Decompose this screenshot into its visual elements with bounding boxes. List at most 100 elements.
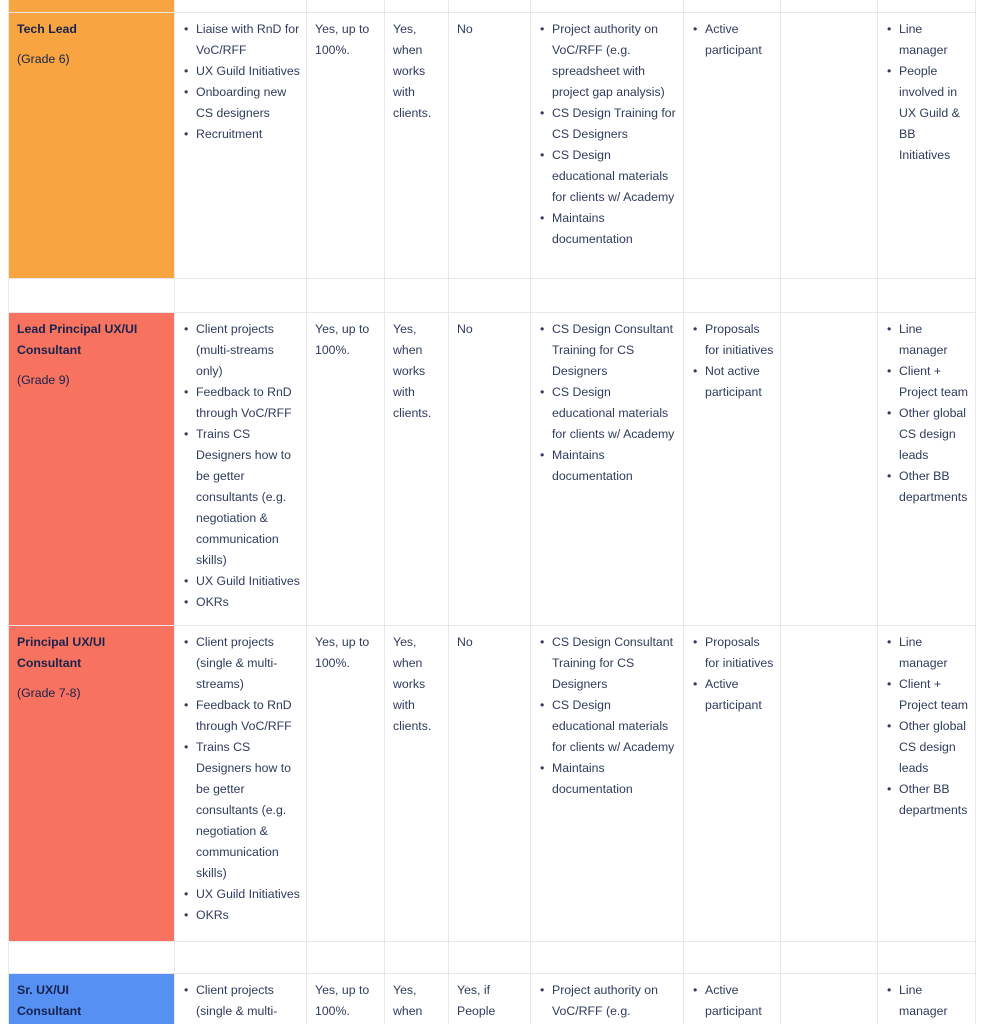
bullet-list: Active participant [692, 980, 774, 1022]
people-manager-cell: No [448, 312, 531, 626]
cell-text: Yes, when works with clients. [393, 22, 432, 120]
spacer-cell [780, 278, 878, 313]
cell-text: Yes, when works with clients. [393, 322, 432, 420]
bullet-item: Client projects (single & multi-streams) [183, 632, 300, 695]
bullet-item: Other BB departments [886, 779, 969, 821]
bullet-item: Onboarding new CS designers [183, 82, 300, 124]
responsibilities-cell: Client projects (multi-streams only)Feed… [174, 312, 307, 626]
bullet-item: Other global CS design leads [886, 716, 969, 779]
bullet-item: Feedback to RnD through VoC/RFF [183, 382, 300, 424]
bullet-list: Client projects (multi-streams only)Feed… [183, 319, 300, 613]
bullet-list: Proposals for initiativesNot active part… [692, 319, 774, 403]
cell-text: Yes, up to 100%. [315, 635, 370, 670]
spacer-cell [530, 278, 684, 313]
bullet-item: Maintains documentation [539, 758, 677, 800]
cell-text: Yes, if People Manager. [457, 983, 496, 1018]
bullet-item: CS Design educational materials for clie… [539, 382, 677, 445]
table-row-lead-principal: Lead Principal UX/UI Consultant (Grade 9… [8, 312, 976, 626]
participation-cell: Active participant [683, 973, 781, 1024]
spacer-cell [448, 278, 531, 313]
bullet-item: Active participant [692, 19, 774, 61]
table-row-spacer [8, 941, 976, 974]
spacer-cell [448, 941, 531, 974]
bullet-item: Recruitment [183, 124, 300, 145]
empty-cell [780, 12, 878, 279]
spacer-cell [877, 941, 976, 974]
cell-text: Yes, up to 100%. [315, 322, 370, 357]
role-grade: (Grade 6) [17, 52, 70, 66]
bullet-item: UX Guild Initiatives [183, 571, 300, 592]
cell-text: Yes, when [393, 983, 423, 1018]
bullet-item: Other BB departments [886, 466, 969, 508]
cell-text: No [457, 635, 473, 649]
bullet-item: Client projects (multi-streams only) [183, 319, 300, 382]
bullet-list: Line managerPeople involved in UX Guild … [886, 19, 969, 166]
role-name-cell: Principal UX/UI Consultant (Grade 7-8) [8, 625, 175, 942]
role-name-cell: Sr. UX/UI Consultant [8, 973, 175, 1024]
spacer-cell [877, 278, 976, 313]
bullet-item: Client + Project team [886, 674, 969, 716]
cell-text: Yes, up to 100%. [315, 22, 370, 57]
table-row-sr-consultant: Sr. UX/UI Consultant Client projects (si… [8, 973, 976, 1024]
table-row-tech-lead: Tech Lead (Grade 6) Liaise with RnD for … [8, 12, 976, 279]
bullet-item: Project authority on VoC/RFF (e.g. [539, 980, 677, 1022]
cell-text: No [457, 322, 473, 336]
spacer-cell [174, 0, 307, 13]
spacer-cell [683, 941, 781, 974]
spacer-cell [174, 278, 307, 313]
spacer-cell [448, 0, 531, 13]
role-title: Sr. UX/UI Consultant [17, 983, 82, 1018]
bullet-item: CS Design educational materials for clie… [539, 145, 677, 208]
bullet-item: OKRs [183, 905, 300, 926]
spacer-cell [306, 0, 385, 13]
bullet-item: UX Guild Initiatives [183, 884, 300, 905]
bullet-list: Line managerClient + Project teamOther g… [886, 319, 969, 508]
bullet-item: Maintains documentation [539, 445, 677, 487]
bullet-item: Other global CS design leads [886, 403, 969, 466]
bullet-item: Client projects (single & multi- [183, 980, 300, 1022]
bullet-list: Proposals for initiativesActive particip… [692, 632, 774, 716]
stakeholders-cell: Line managerPeople involved in UX Guild … [877, 12, 976, 279]
spacer-cell [306, 941, 385, 974]
bullet-item: CS Design Training for CS Designers [539, 103, 677, 145]
bullet-list: Project authority on VoC/RFF (e.g. [539, 980, 677, 1022]
spacer-cell [780, 941, 878, 974]
table-row-partial [8, 0, 976, 13]
responsibilities-cell: Client projects (single & multi-streams)… [174, 625, 307, 942]
bullet-list: Line manager [886, 980, 969, 1022]
bullet-item: Line manager [886, 319, 969, 361]
responsibilities-cell: Liaise with RnD for VoC/RFFUX Guild Init… [174, 12, 307, 279]
people-manager-cell: No [448, 12, 531, 279]
responsibilities-cell: Client projects (single & multi- [174, 973, 307, 1024]
bullet-item: OKRs [183, 592, 300, 613]
bullet-item: Line manager [886, 980, 969, 1022]
bullet-item: Active participant [692, 674, 774, 716]
client-facing-cell: Yes, when works with clients. [384, 625, 449, 942]
cell-text: Yes, when works with clients. [393, 635, 432, 733]
bullet-item: Proposals for initiatives [692, 319, 774, 361]
client-facing-cell: Yes, when works with clients. [384, 312, 449, 626]
role-name-cell [8, 0, 175, 13]
spacer-cell [8, 278, 175, 313]
bullet-item: Line manager [886, 19, 969, 61]
bullet-item: Liaise with RnD for VoC/RFF [183, 19, 300, 61]
bullet-list: Client projects (single & multi-streams)… [183, 632, 300, 926]
spacer-cell [530, 941, 684, 974]
utilization-cell: Yes, up to 100%. [306, 973, 385, 1024]
bullet-item: Trains CS Designers how to be getter con… [183, 424, 300, 571]
role-title: Tech Lead [17, 22, 77, 36]
stakeholders-cell: Line managerClient + Project teamOther g… [877, 625, 976, 942]
bullet-item: Proposals for initiatives [692, 632, 774, 674]
role-name-cell: Tech Lead (Grade 6) [8, 12, 175, 279]
bullet-item: Line manager [886, 632, 969, 674]
table-row-principal: Principal UX/UI Consultant (Grade 7-8) C… [8, 625, 976, 942]
client-facing-cell: Yes, when works with clients. [384, 12, 449, 279]
project-authority-cell: Project authority on VoC/RFF (e.g. sprea… [530, 12, 684, 279]
participation-cell: Active participant [683, 12, 781, 279]
bullet-item: Project authority on VoC/RFF (e.g. sprea… [539, 19, 677, 103]
cell-text: Yes, up to 100%. [315, 983, 370, 1018]
bullet-item: Client + Project team [886, 361, 969, 403]
spacer-cell [384, 278, 449, 313]
spacer-cell [877, 0, 976, 13]
table-row-spacer [8, 278, 976, 313]
